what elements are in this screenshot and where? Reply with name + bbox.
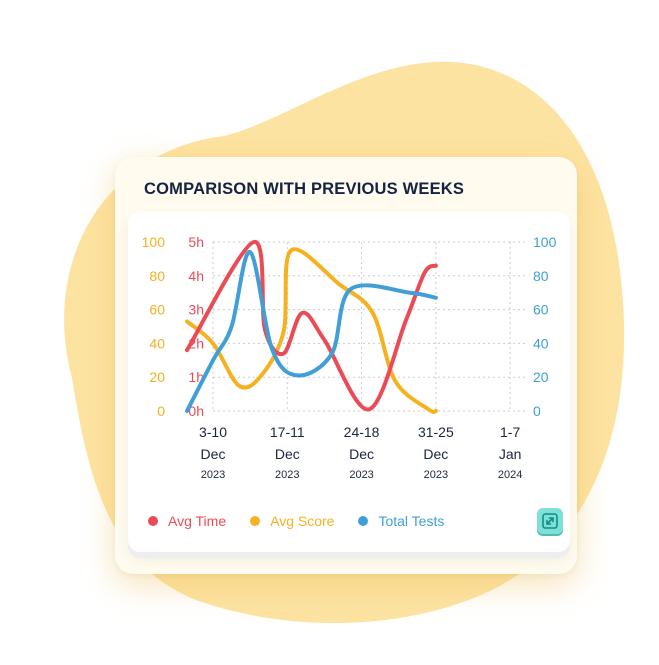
y-tick-label-score: 0 [157, 403, 165, 419]
legend-avg-time-label: Avg Time [168, 513, 227, 529]
x-tick-label-year: 2023 [275, 469, 299, 481]
series-line-avg-time [185, 240, 438, 412]
x-tick-label-month: Jan [499, 446, 522, 462]
avg-score-dot-icon [250, 516, 261, 526]
line-chart: 0204060801000h1h2h3h4h5h0204060801003-10… [142, 234, 557, 481]
x-tick-label-range: 24-18 [344, 424, 380, 440]
chart-panel: 0 20 40 60 80 100 0h 1h 2h 3h 4h 5h 0 20 40 60 80 100 3-10… [128, 212, 570, 552]
y-tick-label-time: 5h [188, 234, 204, 250]
y-tick-label-tests: 40 [533, 335, 549, 351]
card-title: COMPARISON WITH PREVIOUS WEEKS [144, 180, 465, 198]
chart-grid [212, 241, 525, 412]
y-tick-label-score: 100 [142, 234, 166, 250]
expand-button[interactable] [537, 508, 563, 534]
series-line-avg-score [185, 247, 438, 414]
legend-total-tests[interactable]: Total Tests [358, 513, 444, 529]
x-tick-label-year: 2023 [349, 469, 373, 481]
chart-legend: Avg Time Avg Score Total Tests [148, 511, 468, 531]
y-tick-label-tests: 60 [533, 302, 549, 318]
legend-avg-score[interactable]: Avg Score [250, 513, 334, 529]
y-tick-label-tests: 80 [533, 268, 549, 284]
x-tick-label-month: Dec [275, 446, 300, 462]
total-tests-dot-icon [358, 516, 369, 526]
y-tick-label-tests: 0 [533, 403, 541, 419]
legend-total-tests-label: Total Tests [378, 513, 445, 529]
y-tick-label-score: 40 [149, 335, 165, 351]
legend-avg-score-label: Avg Score [270, 513, 335, 529]
y-tick-label-tests: 20 [533, 369, 549, 385]
x-tick-label-year: 2024 [498, 469, 522, 481]
legend-avg-time[interactable]: Avg Time [148, 513, 226, 529]
expand-icon [542, 513, 558, 529]
avg-time-dot-icon [148, 516, 158, 526]
comparison-card: COMPARISON WITH PREVIOUS WEEKS 0 20 40 60 80… [115, 157, 577, 574]
x-tick-label-year: 2023 [201, 469, 225, 481]
y-tick-label-time: 3h [188, 302, 204, 318]
y-tick-label-time: 4h [188, 268, 204, 284]
x-tick-label-month: Dec [349, 446, 374, 462]
y-tick-label-score: 80 [149, 268, 165, 284]
x-tick-label-range: 17-11 [270, 424, 305, 440]
y-tick-label-score: 60 [149, 302, 165, 318]
x-tick-label-range: 3-10 [199, 424, 227, 440]
y-tick-label-tests: 100 [533, 234, 557, 250]
x-tick-label-month: Dec [423, 446, 448, 462]
x-tick-label-range: 31-25 [418, 424, 454, 440]
x-tick-label-range: 1-7 [500, 424, 520, 440]
x-tick-label-year: 2023 [424, 469, 448, 481]
y-tick-label-time: 0h [188, 403, 204, 419]
series-line-total-tests [185, 250, 438, 413]
y-tick-label-score: 20 [149, 369, 165, 385]
x-tick-label-month: Dec [201, 446, 226, 462]
